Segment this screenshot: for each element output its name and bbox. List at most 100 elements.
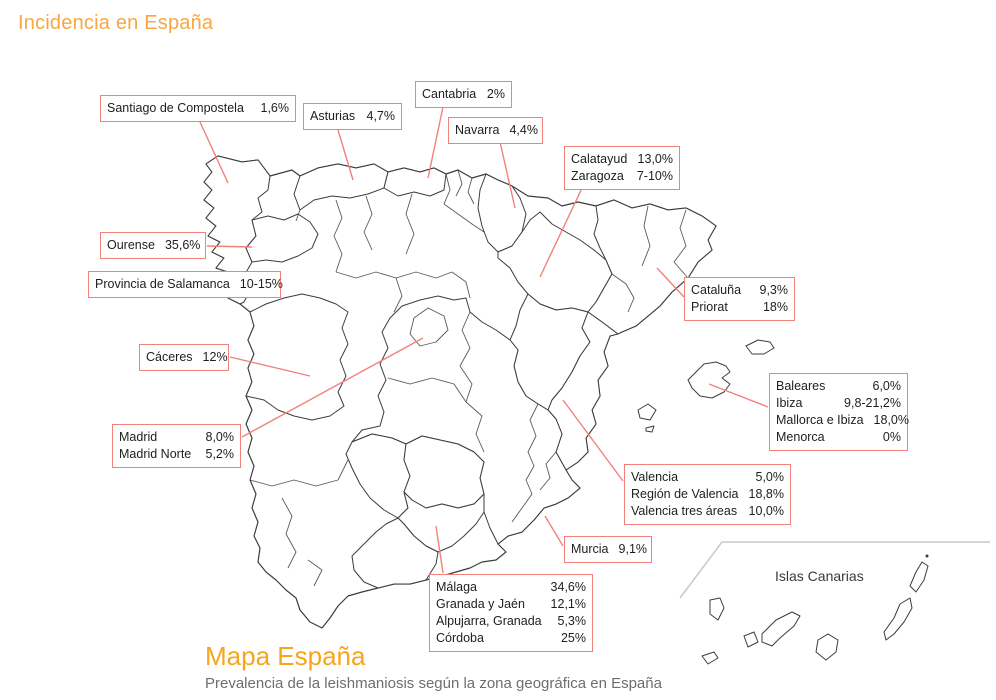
callout-baleares: Baleares 6,0% Ibiza 9,8-21,2% Mallorca e I… <box>769 373 909 451</box>
callout-caceres: Cáceres 12% <box>139 344 229 371</box>
region-label: Ourense <box>107 238 155 252</box>
callout-row: Madrid Norte 5,2% <box>119 446 234 463</box>
callout-row: Priorat 18% <box>691 299 788 316</box>
region-label: Cantabria <box>422 87 477 101</box>
region-label: Valencia tres áreas <box>631 504 738 518</box>
region-label: Córdoba <box>436 631 484 645</box>
callout-row: Madrid 8,0% <box>119 429 234 446</box>
leader-ourense <box>206 245 253 248</box>
callout-santiago: Santiago de Compostela 1,6% <box>100 95 296 122</box>
region-value: 4,4% <box>509 123 538 137</box>
page-title: Incidencia en España <box>18 12 214 34</box>
map-title: Mapa España <box>205 641 366 671</box>
region-label: Murcia <box>571 542 609 556</box>
region-valencia-castellon <box>547 311 619 471</box>
callout-row: Ourense 35,6% <box>107 237 200 254</box>
callout-row: Málaga 34,6% <box>436 579 586 596</box>
callout-row: Cataluña 9,3% <box>691 282 788 299</box>
island-menorca <box>745 339 775 355</box>
region-value: 10,0% <box>748 504 784 518</box>
region-malaga <box>351 517 439 589</box>
region-value: 5,3% <box>557 614 587 628</box>
province-borders <box>249 169 689 587</box>
callout-calatayud-zaragoza: Calatayud 13,0% Zaragoza 7-10% <box>564 146 680 190</box>
region-label: Valencia <box>631 470 679 484</box>
region-castilla-la-mancha-madrid-murcia <box>351 295 581 545</box>
leader-valencia <box>562 399 624 482</box>
callout-row: Santiago de Compostela 1,6% <box>107 100 289 117</box>
callout-madrid: Madrid 8,0% Madrid Norte 5,2% <box>112 424 241 468</box>
region-value: 18,0% <box>873 413 909 427</box>
region-value: 34,6% <box>550 580 586 594</box>
canarias-inset-label: Islas Canarias <box>775 568 864 584</box>
region-value: 8,0% <box>205 430 235 444</box>
region-value: 9,1% <box>618 542 648 556</box>
region-label: Provincia de Salamanca <box>95 277 230 291</box>
region-label: Cáceres <box>146 350 193 364</box>
region-caceres <box>245 293 349 421</box>
callout-salamanca: Provincia de Salamanca 10-15% <box>88 271 283 298</box>
callout-row: Ibiza 9,8-21,2% <box>776 395 901 412</box>
callout-row: Región de Valencia 18,8% <box>631 486 784 503</box>
region-value: 10-15% <box>239 277 283 291</box>
region-cantabria <box>383 167 447 197</box>
callout-malaga-andalucia: Málaga 34,6% Granada y Jaén 12,1% Alpujarr… <box>429 574 593 652</box>
callout-row: Navarra 4,4% <box>455 122 538 139</box>
region-label: Madrid Norte <box>119 447 192 461</box>
leader-baleares <box>708 383 769 408</box>
callout-asturias: Asturias 4,7% <box>303 103 402 130</box>
region-asturias <box>293 163 389 211</box>
callout-murcia: Murcia 9,1% <box>564 536 652 563</box>
callout-ourense: Ourense 35,6% <box>100 232 206 259</box>
leader-malaga <box>435 525 444 574</box>
region-label: Navarra <box>455 123 500 137</box>
region-value: 5,2% <box>205 447 235 461</box>
canarias-inset-boundary <box>679 541 990 599</box>
island-la-gomera <box>743 631 759 648</box>
leader-navarra <box>499 141 516 209</box>
region-label: Calatayud <box>571 152 628 166</box>
callout-cantabria: Cantabria 2% <box>415 81 512 108</box>
island-ibiza <box>637 403 657 421</box>
island-el-hierro <box>701 651 719 665</box>
callout-cataluna-priorat: Cataluña 9,3% Priorat 18% <box>684 277 795 321</box>
region-label: Santiago de Compostela <box>107 101 244 115</box>
callout-row: Córdoba 25% <box>436 630 586 647</box>
callout-row: Alpujarra, Granada 5,3% <box>436 613 586 630</box>
region-label: Madrid <box>119 430 158 444</box>
island-tenerife <box>761 611 801 647</box>
callout-row: Mallorca e Ibiza 18,0% <box>776 412 909 429</box>
callout-row: Zaragoza 7-10% <box>571 168 673 185</box>
leader-asturias <box>337 129 354 181</box>
callout-row: Asturias 4,7% <box>310 108 395 125</box>
callout-row: Calatayud 13,0% <box>571 151 673 168</box>
callout-row: Murcia 9,1% <box>571 541 648 558</box>
island-la-palma <box>709 597 725 621</box>
region-value: 1,6% <box>260 101 290 115</box>
region-label: Priorat <box>691 300 728 314</box>
leader-murcia <box>544 515 564 547</box>
callout-row: Baleares 6,0% <box>776 378 901 395</box>
island-fuerteventura <box>883 597 913 641</box>
region-value: 18,8% <box>748 487 784 501</box>
callout-valencia: Valencia 5,0% Región de Valencia 18,8% Val… <box>624 464 791 525</box>
region-value: 25% <box>560 631 586 645</box>
region-label: Región de Valencia <box>631 487 739 501</box>
callout-navarra: Navarra 4,4% <box>448 117 543 144</box>
region-value: 13,0% <box>637 152 673 166</box>
leader-madrid <box>241 337 424 438</box>
region-label: Baleares <box>776 379 826 393</box>
map-subtitle: Prevalencia de la leishmaniosis según la… <box>205 675 662 692</box>
region-value: 6,0% <box>872 379 902 393</box>
region-label: Zaragoza <box>571 169 624 183</box>
leader-lines <box>199 106 769 574</box>
region-value: 9,8-21,2% <box>844 396 901 410</box>
region-label: Cataluña <box>691 283 742 297</box>
callout-row: Granada y Jaén 12,1% <box>436 596 586 613</box>
island-gran-canaria <box>815 633 839 661</box>
island-lanzarote <box>909 561 929 593</box>
callout-row: Menorca 0% <box>776 429 901 446</box>
region-label: Alpujarra, Granada <box>436 614 542 628</box>
